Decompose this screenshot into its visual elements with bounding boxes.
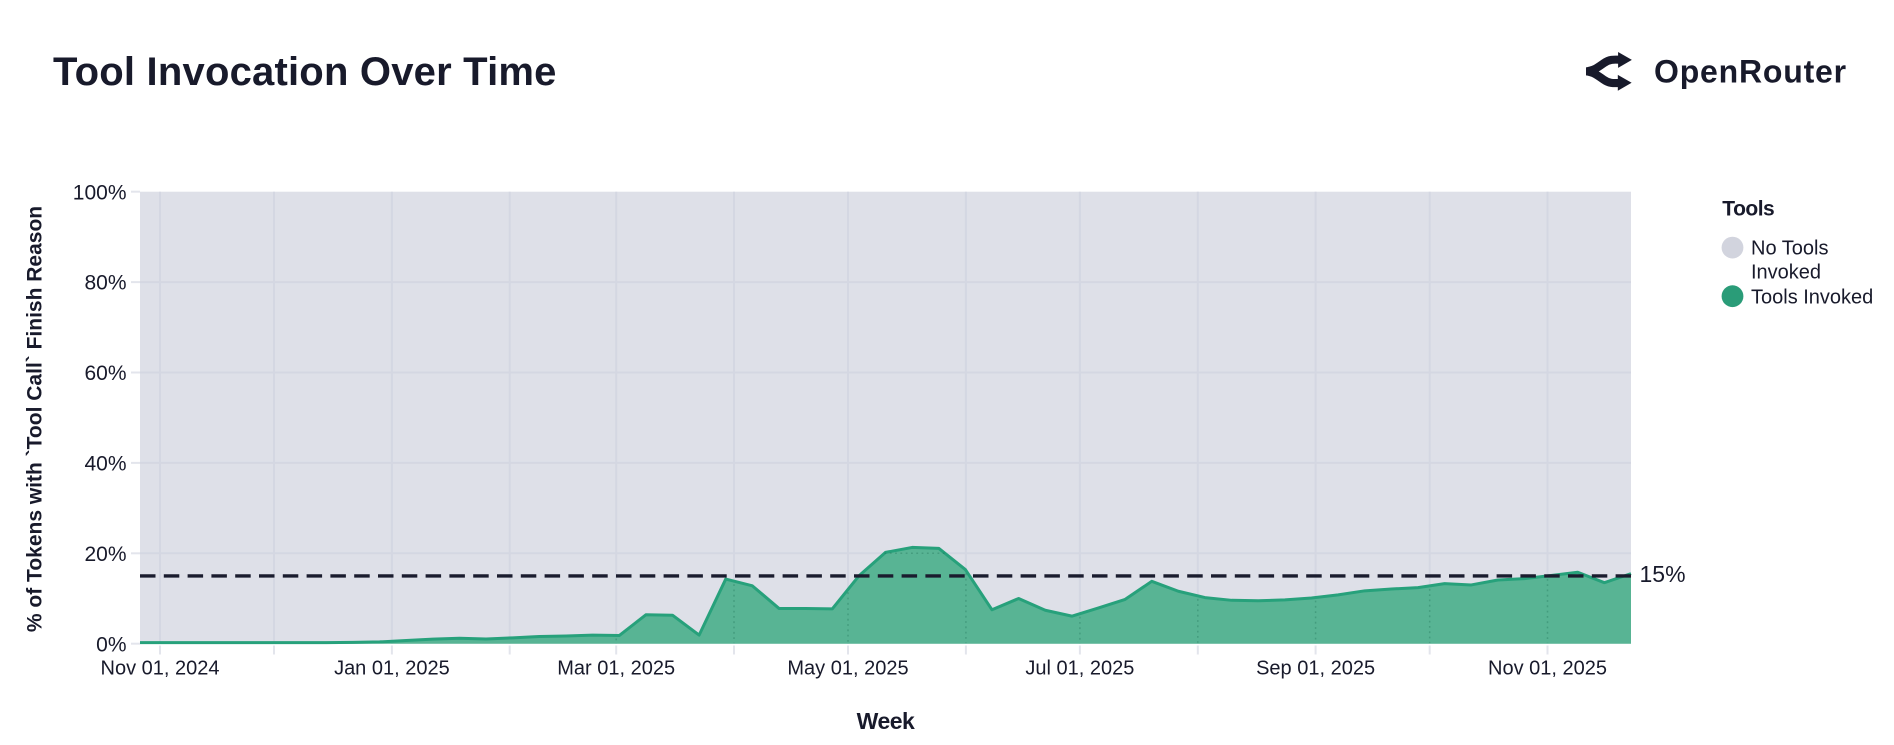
- svg-text:Nov 01, 2025: Nov 01, 2025: [1488, 658, 1607, 680]
- svg-text:Mar 01, 2025: Mar 01, 2025: [557, 658, 675, 680]
- svg-text:40%: 40%: [84, 453, 126, 476]
- svg-text:0%: 0%: [96, 633, 126, 656]
- svg-text:20%: 20%: [84, 543, 126, 566]
- svg-text:Invoked: Invoked: [1751, 261, 1821, 283]
- svg-text:100%: 100%: [73, 181, 127, 204]
- svg-text:Nov 01, 2024: Nov 01, 2024: [101, 658, 220, 680]
- svg-text:OpenRouter: OpenRouter: [1654, 54, 1847, 90]
- svg-text:May 01, 2025: May 01, 2025: [787, 658, 908, 680]
- svg-text:60%: 60%: [84, 362, 126, 385]
- svg-text:% of Tokens with `Tool Call` F: % of Tokens with `Tool Call` Finish Reas…: [24, 206, 47, 632]
- svg-text:80%: 80%: [84, 272, 126, 295]
- svg-text:Tools Invoked: Tools Invoked: [1751, 286, 1873, 308]
- svg-text:Week: Week: [857, 708, 915, 734]
- svg-text:No Tools: No Tools: [1751, 238, 1828, 260]
- svg-text:Jan 01, 2025: Jan 01, 2025: [334, 658, 450, 680]
- svg-text:Tools: Tools: [1722, 198, 1774, 221]
- svg-text:15%: 15%: [1640, 561, 1686, 587]
- svg-text:Tool Invocation Over Time: Tool Invocation Over Time: [53, 50, 557, 94]
- svg-text:Jul 01, 2025: Jul 01, 2025: [1025, 658, 1134, 680]
- svg-text:Sep 01, 2025: Sep 01, 2025: [1256, 658, 1375, 680]
